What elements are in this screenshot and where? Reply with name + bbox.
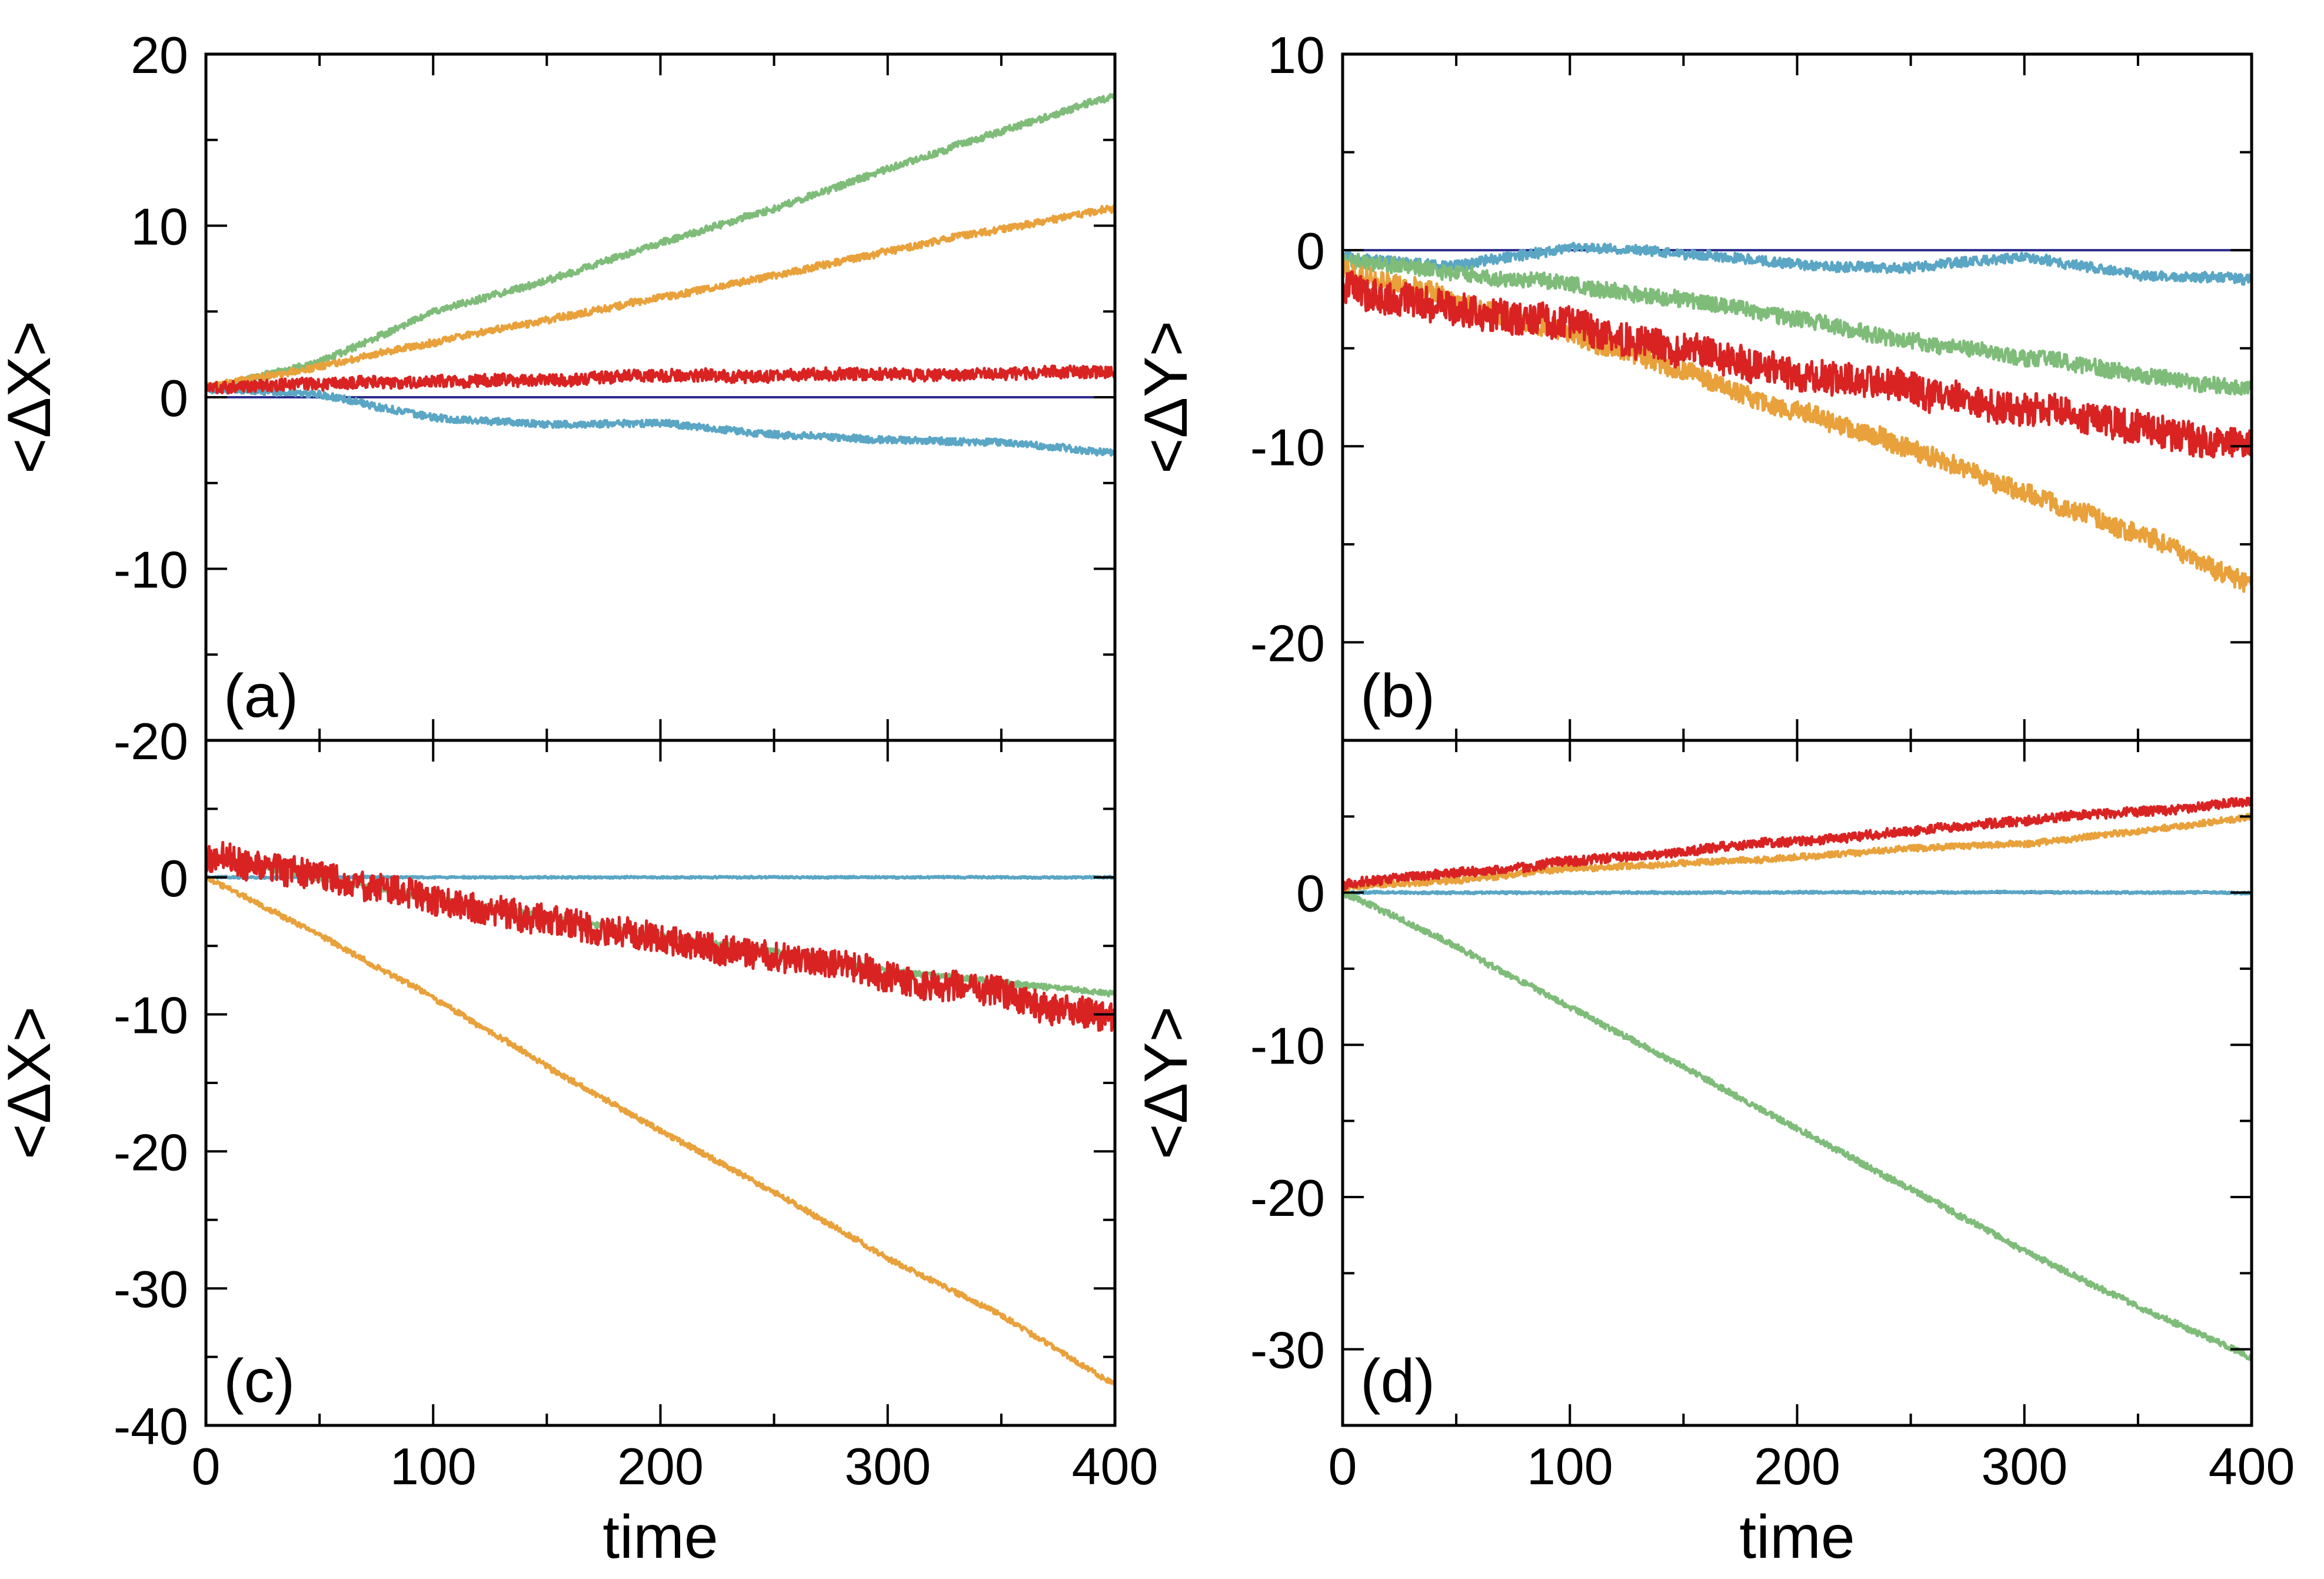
plot-area-a [206, 92, 1115, 457]
y-tick-label-a: 20 [131, 26, 188, 84]
panel-c: 0 100 200 300 400 -40 -30 -20 -10 0 <ΔX> time (c) [0, 739, 1158, 1571]
series-blue-line-d [1343, 889, 2252, 896]
x-tick-label-c: 100 [390, 1437, 477, 1495]
y-tick-label-a: -20 [114, 712, 188, 770]
x-tick-label-d: 0 [1329, 1437, 1357, 1495]
panel-label-c: (c) [224, 1347, 295, 1415]
y-axis-title-d: <ΔY> [1132, 1006, 1200, 1159]
y-tick-label-b: -10 [1250, 418, 1325, 476]
panels: -20 -10 0 10 20 <ΔX> (a) -20 -10 0 10 <ΔY> (b) 0 100 20… [0, 26, 2295, 1571]
series-red-line-c [206, 840, 1115, 1032]
y-tick-label-b: 0 [1296, 222, 1325, 280]
y-tick-label-d: -10 [1250, 1016, 1325, 1075]
y-tick-label-a: 0 [159, 369, 188, 427]
y-tick-label-d: -30 [1250, 1321, 1325, 1379]
x-tick-label-c: 0 [192, 1437, 221, 1495]
y-tick-label-c: -40 [114, 1397, 188, 1455]
series-blue-line-b [1343, 241, 2252, 286]
series-red-line-d [1343, 796, 2252, 891]
panel-label-d: (d) [1360, 1347, 1435, 1415]
y-tick-label-c: -20 [114, 1123, 188, 1181]
plot-area-b [1343, 241, 2252, 593]
series-green-line-d [1343, 889, 2252, 1362]
x-tick-label-c: 300 [844, 1437, 931, 1495]
x-tick-label-c: 400 [1072, 1437, 1158, 1495]
x-axis-title-c: time [602, 1503, 718, 1571]
x-axis-title-d: time [1739, 1503, 1854, 1571]
series-blue-line-c [206, 875, 1115, 880]
y-tick-label-c: 0 [159, 849, 188, 907]
y-tick-label-a: -10 [114, 541, 188, 599]
y-tick-label-c: -30 [114, 1260, 188, 1318]
series-red-line-a [206, 364, 1115, 395]
x-tick-label-d: 100 [1527, 1437, 1613, 1495]
series-green-line-a [206, 92, 1115, 392]
panel-label-b: (b) [1360, 662, 1435, 730]
panel-d: 0 100 200 300 400 -30 -20 -10 0 <ΔY> time (d) [1132, 739, 2295, 1571]
y-tick-label-c: -10 [114, 986, 188, 1045]
panel-frame-c [204, 739, 1117, 1427]
y-tick-label-b: -20 [1250, 614, 1325, 672]
y-axis-title-c: <ΔX> [0, 1006, 64, 1159]
series-orange-line-d [1343, 812, 2252, 892]
plot-area-c [206, 840, 1115, 1388]
y-axis-title-b: <ΔY> [1132, 321, 1200, 474]
panel-label-a: (a) [224, 662, 298, 730]
panel-a: -20 -10 0 10 20 <ΔX> (a) [0, 26, 1117, 770]
panel-frame-b [1341, 52, 2253, 742]
y-axis-title-a: <ΔX> [0, 321, 64, 474]
y-tick-label-b: 10 [1267, 26, 1325, 84]
x-tick-label-c: 200 [617, 1437, 704, 1495]
series-orange-line-c [206, 875, 1115, 1388]
series-red-line-b [1343, 270, 2252, 459]
y-tick-label-d: -20 [1250, 1169, 1325, 1227]
plot-area-d [1343, 796, 2252, 1362]
x-tick-label-d: 200 [1754, 1437, 1840, 1495]
series-green-line-b [1343, 252, 2252, 396]
series-blue-line-a [206, 385, 1115, 457]
y-tick-label-a: 10 [131, 198, 188, 256]
x-tick-label-d: 400 [2209, 1437, 2295, 1495]
series-orange-line-a [206, 204, 1115, 391]
y-tick-label-d: 0 [1296, 865, 1325, 923]
x-tick-label-d: 300 [1981, 1437, 2067, 1495]
panel-b: -20 -10 0 10 <ΔY> (b) [1132, 26, 2253, 742]
